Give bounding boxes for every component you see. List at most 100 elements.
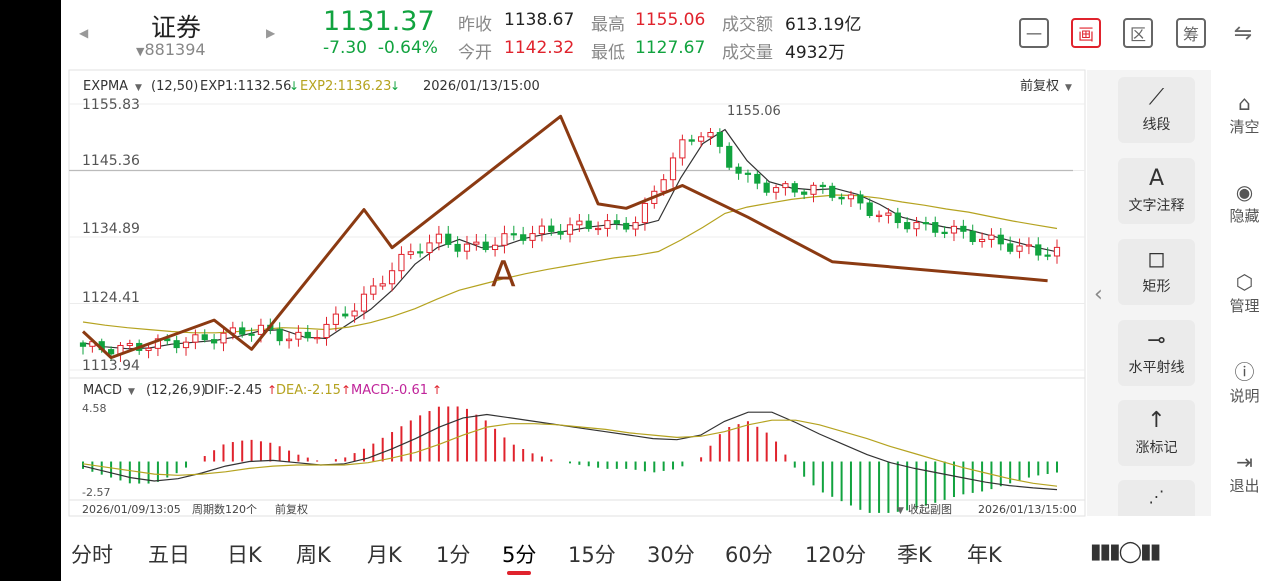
main-indicator-dropdown-icon[interactable]: ▼ [135, 83, 142, 93]
candle-body [576, 220, 583, 226]
candle-body [107, 349, 115, 355]
candle-body [491, 244, 499, 251]
macd-dropdown-icon[interactable]: ▼ [128, 387, 135, 397]
tab-weekly[interactable]: 周K [296, 543, 331, 567]
tab-quarterly[interactable]: 季K [897, 543, 932, 567]
adjust-dropdown-icon[interactable]: ▼ [1065, 83, 1072, 93]
manage-icon: ⬡ [1235, 270, 1254, 294]
tab-5min[interactable]: 5分 [502, 543, 537, 567]
single-chart-button[interactable]: 一 [1019, 18, 1049, 48]
trendline-path [81, 114, 1048, 360]
stock-code[interactable]: ▼881394 [136, 40, 206, 59]
exit-button[interactable]: ⇥ 退出 [1211, 449, 1278, 496]
collapse-chevron-icon[interactable]: ▼ [897, 506, 904, 516]
tool-line-segment[interactable]: ⟋ 线段 [1118, 77, 1195, 143]
main-indicator-name[interactable]: EXPMA [83, 79, 128, 94]
text-note-icon: A [1148, 166, 1165, 191]
app-root: ◀ ▶ 证券 ▼881394 1131.37 -7.30 -0.64% 昨收 1… [61, 0, 1278, 581]
annotation-a[interactable]: A [491, 254, 516, 295]
tab-30min[interactable]: 30分 [647, 543, 695, 567]
candle-body [632, 222, 639, 230]
more-tabs-icon[interactable]: ▮▮▮◯▮▮ [1090, 539, 1161, 563]
hide-button[interactable]: ◉ 隐藏 [1211, 179, 1278, 226]
candle-body [126, 342, 133, 346]
side-label: 管理 [1229, 297, 1260, 315]
help-button[interactable]: ⓘ 说明 [1211, 359, 1278, 406]
tab-monthly[interactable]: 月K [367, 543, 402, 567]
candle-body [1035, 244, 1042, 256]
candle-body [913, 222, 920, 230]
drawn-trendline[interactable] [81, 114, 1048, 360]
tab-120min[interactable]: 120分 [805, 543, 867, 567]
period-tabs: 分时 五日 日K 周K 月K 1分 5分 15分 30分 60分 120分 季K… [61, 525, 1278, 581]
candle-body [463, 243, 471, 252]
candle-body [257, 324, 265, 335]
draw-button[interactable]: 画 [1071, 18, 1101, 48]
candle-body [295, 331, 302, 340]
tool-more[interactable]: ⋰ [1118, 480, 1195, 516]
main-indicator-params: (12,50) [151, 79, 198, 94]
side-actions: ⌂ 清空 ◉ 隐藏 ⬡ 管理 ⓘ 说明 ⇥ 退出 [1211, 70, 1278, 516]
dea-value: DEA:-2.15 [276, 383, 341, 398]
tab-yearly[interactable]: 年K [967, 543, 1002, 567]
tab-1min[interactable]: 1分 [436, 543, 471, 567]
adjust-mode[interactable]: 前复权 [1020, 78, 1059, 94]
drawing-tools-panel: ⟋ 线段 A 文字注释 ◻ 矩形 ⊸ 水平射线 ↑ 涨标记 ⋰ [1087, 70, 1211, 516]
landscape-toggle-icon[interactable]: ⇋ [1233, 20, 1253, 46]
tool-rise-mark[interactable]: ↑ 涨标记 [1118, 400, 1195, 466]
candle-body [791, 183, 798, 193]
footer-adjust: 前复权 [275, 502, 308, 516]
dea-up-icon: ↑ [341, 383, 351, 397]
y-label-4: 1124.41 [82, 290, 140, 306]
candle-body [838, 196, 845, 200]
candle-body [988, 234, 995, 240]
next-stock-arrow-icon[interactable]: ▶ [266, 26, 276, 40]
y-label-3: 1134.89 [82, 221, 140, 237]
candle-body [473, 241, 480, 245]
price-change: -7.30 -0.64% [323, 38, 438, 58]
panel-collapse-chevron-icon[interactable]: ‹ [1094, 282, 1103, 307]
kline-chart[interactable]: 1155.83 1145.36 1134.89 1124.41 1113.94 … [61, 66, 1087, 522]
candle-body [669, 157, 677, 181]
candle-body [239, 327, 246, 335]
exp2-value: EXP2:1136.23 [300, 79, 391, 94]
tool-text-note[interactable]: A 文字注释 [1118, 158, 1195, 224]
manage-button[interactable]: ⬡ 管理 [1211, 269, 1278, 316]
open-label: 今开 [458, 43, 492, 63]
candle-body [1044, 254, 1051, 257]
candle-body [866, 202, 873, 216]
candle-body [501, 233, 508, 246]
y-label-2: 1145.36 [82, 153, 140, 169]
tool-label: 线段 [1142, 117, 1171, 133]
candle-body [454, 243, 461, 252]
tab-60min[interactable]: 60分 [725, 543, 773, 567]
candle-body [529, 233, 536, 241]
active-tab-indicator [507, 571, 531, 575]
chips-button[interactable]: 筹 [1176, 18, 1206, 48]
collapse-subchart[interactable]: 收起副图 [908, 502, 952, 516]
range-button[interactable]: 区 [1123, 18, 1153, 48]
tab-15min[interactable]: 15分 [568, 543, 616, 567]
candle-body [969, 230, 976, 243]
macd-indicator-name[interactable]: MACD [83, 383, 122, 398]
cursor-datetime: 2026/01/13/15:00 [423, 79, 540, 94]
tab-five-day[interactable]: 五日 [148, 543, 190, 567]
tool-rectangle[interactable]: ◻ 矩形 [1118, 239, 1195, 305]
tab-intraday[interactable]: 分时 [71, 543, 113, 567]
candle-body [782, 183, 789, 189]
prev-stock-arrow-icon[interactable]: ◀ [79, 26, 89, 40]
price-grid [69, 103, 1085, 371]
prev-close-value: 1138.67 [504, 10, 575, 30]
clear-button[interactable]: ⌂ 清空 [1211, 90, 1278, 137]
candle-body [904, 222, 911, 230]
volume-label: 成交量 [722, 43, 773, 63]
candle-body [698, 136, 705, 142]
candle-body [894, 212, 901, 224]
horizontal-ray-icon: ⊸ [1147, 328, 1166, 353]
tool-label: 涨标记 [1135, 440, 1178, 456]
tab-daily[interactable]: 日K [227, 543, 262, 567]
candle-body [875, 214, 883, 217]
tool-label: 矩形 [1142, 279, 1171, 295]
candle-body [613, 220, 620, 224]
tool-horizontal-ray[interactable]: ⊸ 水平射线 [1118, 320, 1195, 386]
